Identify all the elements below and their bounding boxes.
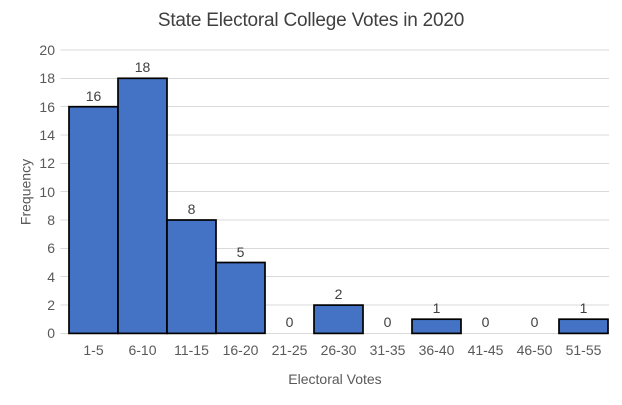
x-tick-label: 6-10 <box>128 342 157 358</box>
x-tick-label: 41-45 <box>467 342 504 358</box>
x-tick-label: 11-15 <box>174 342 209 358</box>
y-tick-label: 18 <box>39 70 55 86</box>
chart-title: State Electoral College Votes in 2020 <box>157 10 465 31</box>
x-axis-title: Electoral Votes <box>288 371 382 387</box>
x-tick-label: 26-30 <box>320 342 357 358</box>
y-tick-label: 6 <box>47 240 55 256</box>
y-tick-label: 20 <box>39 42 55 58</box>
y-tick-label: 12 <box>39 155 55 171</box>
data-label: 5 <box>236 244 245 260</box>
histogram-bar-6-10 <box>117 77 168 335</box>
data-label: 0 <box>530 314 539 330</box>
data-label: 1 <box>432 300 441 316</box>
histogram-bar-36-40 <box>411 318 462 335</box>
x-tick-label: 36-40 <box>418 342 455 358</box>
histogram-bar-16-20 <box>215 261 266 335</box>
histogram-bar-26-30 <box>313 304 364 335</box>
data-label: 0 <box>383 314 392 330</box>
y-tick-label: 0 <box>47 325 55 341</box>
y-tick-label: 2 <box>47 297 55 313</box>
histogram-bar-51-55 <box>558 318 609 335</box>
data-label: 8 <box>187 201 196 217</box>
histogram-bar-1-5 <box>68 105 119 335</box>
y-tick-label: 8 <box>47 212 55 228</box>
data-label: 2 <box>334 286 343 302</box>
x-tick-label: 31-35 <box>369 342 406 358</box>
histogram-bar-11-15 <box>166 219 217 335</box>
x-tick-label: 46-50 <box>516 342 553 358</box>
x-tick-label: 21-25 <box>271 342 308 358</box>
data-label: 16 <box>85 88 102 104</box>
y-tick-label: 16 <box>39 99 55 115</box>
data-label: 0 <box>481 314 490 330</box>
data-label: 18 <box>134 59 151 75</box>
x-tick-label: 1-5 <box>83 342 104 358</box>
x-tick-label: 51-55 <box>565 342 602 358</box>
y-tick-label: 14 <box>39 127 55 143</box>
y-tick-label: 4 <box>47 269 55 285</box>
data-label: 0 <box>285 314 294 330</box>
data-label: 1 <box>579 300 588 316</box>
x-tick-label: 16-20 <box>222 342 259 358</box>
y-tick-label: 10 <box>39 184 55 200</box>
